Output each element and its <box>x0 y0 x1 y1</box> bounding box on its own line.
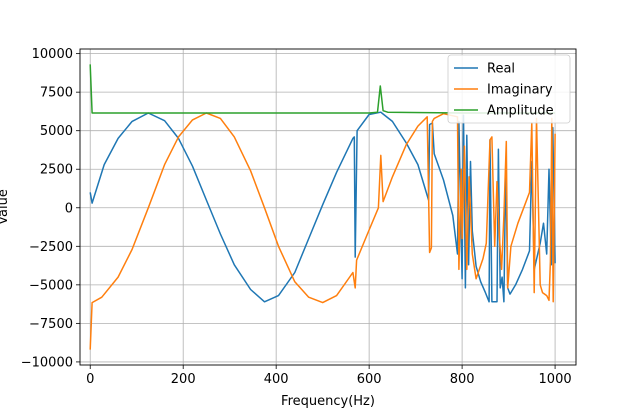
y-tick-label: 2500 <box>40 163 73 178</box>
y-axis: −10000 −7500 −5000 −2500 0 2500 5000 7500 10000 <box>21 47 80 370</box>
y-tick-label: 10000 <box>32 47 73 62</box>
y-tick-label: −5000 <box>29 278 73 293</box>
y-tick-label: 0 <box>65 201 73 216</box>
y-tick-label: 7500 <box>40 86 73 101</box>
y-tick-label: −10000 <box>21 355 73 370</box>
legend-box <box>447 54 571 124</box>
plot-frame <box>79 48 577 366</box>
y-tick-label: −2500 <box>29 240 73 255</box>
y-tick-label: −7500 <box>29 317 73 332</box>
legend-label-amplitude: Amplitude <box>487 104 554 119</box>
x-tick-label: 600 <box>357 372 382 387</box>
x-axis: 0 200 400 600 800 1000 <box>86 365 572 387</box>
y-axis-label: Value <box>0 189 11 225</box>
x-axis-label: Frequency(Hz) <box>281 394 375 409</box>
x-tick-label: 800 <box>450 372 475 387</box>
legend: Real Imaginary Amplitude <box>447 54 571 124</box>
y-tick-label: 5000 <box>40 124 73 139</box>
x-tick-label: 200 <box>171 372 196 387</box>
series-line-amplitude <box>89 64 556 114</box>
legend-label-imaginary: Imaginary <box>487 83 553 98</box>
x-tick-label: 1000 <box>539 372 572 387</box>
x-tick-label: 0 <box>86 372 94 387</box>
legend-label-real: Real <box>487 62 515 77</box>
x-tick-label: 400 <box>264 372 289 387</box>
